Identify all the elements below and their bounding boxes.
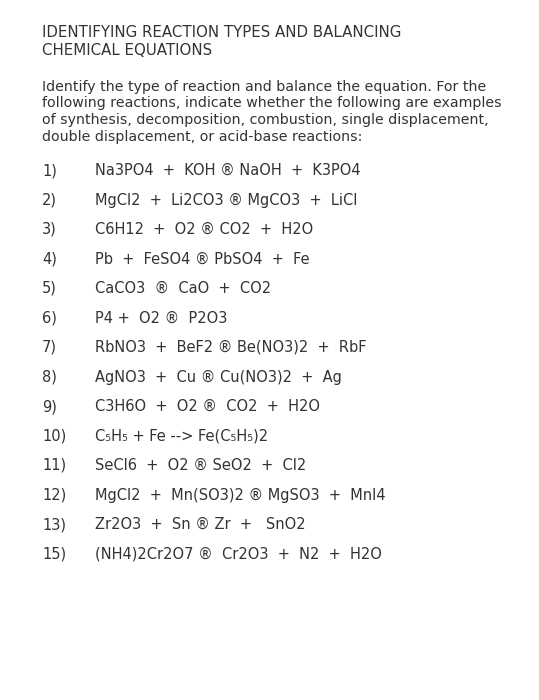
Text: 3): 3) [42,222,57,237]
Text: MgCl2  +  Mn(SO3)2 ® MgSO3  +  MnI4: MgCl2 + Mn(SO3)2 ® MgSO3 + MnI4 [95,487,385,503]
Text: 12): 12) [42,487,66,503]
Text: of synthesis, decomposition, combustion, single displacement,: of synthesis, decomposition, combustion,… [42,113,489,127]
Text: C₅H₅ + Fe --> Fe(C₅H₅)2: C₅H₅ + Fe --> Fe(C₅H₅)2 [95,428,268,444]
Text: CaCO3  ®  CaO  +  CO2: CaCO3 ® CaO + CO2 [95,281,271,296]
Text: P4 +  O2 ®  P2O3: P4 + O2 ® P2O3 [95,311,227,326]
Text: 9): 9) [42,399,57,414]
Text: Pb  +  FeSO4 ® PbSO4  +  Fe: Pb + FeSO4 ® PbSO4 + Fe [95,251,309,267]
Text: 1): 1) [42,163,57,178]
Text: 7): 7) [42,340,57,355]
Text: 2): 2) [42,193,57,207]
Text: following reactions, indicate whether the following are examples: following reactions, indicate whether th… [42,97,502,111]
Text: 11): 11) [42,458,66,473]
Text: (NH4)2Cr2O7 ®  Cr2O3  +  N2  +  H2O: (NH4)2Cr2O7 ® Cr2O3 + N2 + H2O [95,547,382,561]
Text: 6): 6) [42,311,57,326]
Text: 8): 8) [42,370,57,384]
Text: 15): 15) [42,547,66,561]
Text: SeCl6  +  O2 ® SeO2  +  Cl2: SeCl6 + O2 ® SeO2 + Cl2 [95,458,306,473]
Text: C3H6O  +  O2 ®  CO2  +  H2O: C3H6O + O2 ® CO2 + H2O [95,399,320,414]
Text: 4): 4) [42,251,57,267]
Text: RbNO3  +  BeF2 ® Be(NO3)2  +  RbF: RbNO3 + BeF2 ® Be(NO3)2 + RbF [95,340,367,355]
Text: Zr2O3  +  Sn ® Zr  +   SnO2: Zr2O3 + Sn ® Zr + SnO2 [95,517,306,532]
Text: 13): 13) [42,517,66,532]
Text: 10): 10) [42,428,66,444]
Text: MgCl2  +  Li2CO3 ® MgCO3  +  LiCl: MgCl2 + Li2CO3 ® MgCO3 + LiCl [95,193,357,207]
Text: double displacement, or acid-base reactions:: double displacement, or acid-base reacti… [42,130,362,144]
Text: 5): 5) [42,281,57,296]
Text: AgNO3  +  Cu ® Cu(NO3)2  +  Ag: AgNO3 + Cu ® Cu(NO3)2 + Ag [95,370,342,384]
Text: Identify the type of reaction and balance the equation. For the: Identify the type of reaction and balanc… [42,80,486,94]
Text: CHEMICAL EQUATIONS: CHEMICAL EQUATIONS [42,43,212,58]
Text: Na3PO4  +  KOH ® NaOH  +  K3PO4: Na3PO4 + KOH ® NaOH + K3PO4 [95,163,361,178]
Text: IDENTIFYING REACTION TYPES AND BALANCING: IDENTIFYING REACTION TYPES AND BALANCING [42,25,402,40]
Text: C6H12  +  O2 ® CO2  +  H2O: C6H12 + O2 ® CO2 + H2O [95,222,313,237]
